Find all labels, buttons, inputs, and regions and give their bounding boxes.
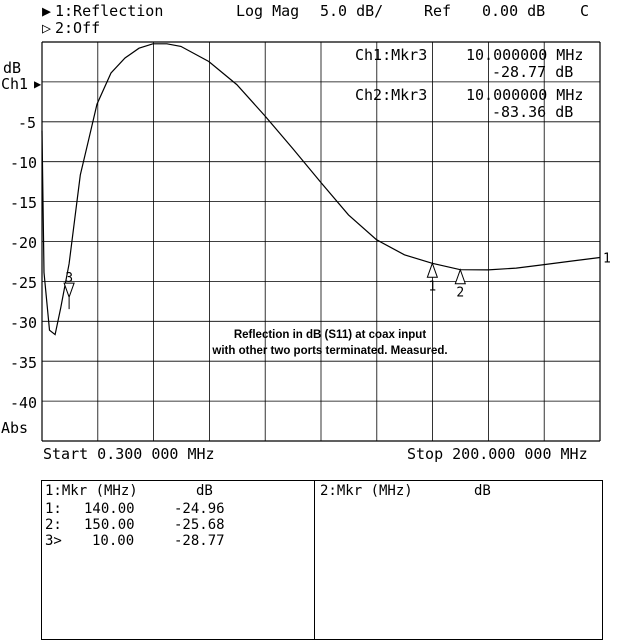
- table-row-db: -25.68: [174, 517, 225, 533]
- marker-1: 1: [426, 261, 439, 294]
- start-frequency: Start 0.300 000 MHz: [43, 445, 215, 463]
- ref-label: Ref: [424, 2, 452, 20]
- format-label: Log Mag: [236, 2, 300, 20]
- ch1-marker-value: -28.77 dB: [492, 63, 574, 81]
- ch2-marker-freq: 10.000000 MHz: [466, 86, 584, 104]
- ch2-marker-value: -83.36 dB: [492, 103, 574, 121]
- annotation-line-2: with other two ports terminated. Measure…: [212, 345, 448, 357]
- table-row-marker-id: 2:: [45, 517, 62, 533]
- table-row-marker-id: 3>: [45, 533, 62, 549]
- channel2-title: 2:Off: [55, 19, 101, 37]
- y-tick-label: -20: [10, 234, 38, 252]
- ref-position-label: Ch1: [1, 75, 29, 93]
- marker-label: 1: [428, 279, 436, 294]
- y-unit-label: dB: [3, 59, 22, 77]
- table-row-db: -24.96: [174, 501, 225, 517]
- y-tick-label: -35: [10, 354, 38, 372]
- marker-2: 2: [454, 268, 466, 301]
- ch1-indicator-icon: ▶: [42, 2, 52, 20]
- y-tick-label: -30: [10, 314, 38, 332]
- table-row-freq: 140.00: [84, 501, 135, 517]
- marker-label: 3: [65, 271, 73, 286]
- table-row-freq: 150.00: [84, 517, 135, 533]
- table-row-marker-id: 1:: [45, 501, 62, 517]
- ch2-marker-label: Ch2:Mkr3: [355, 86, 428, 104]
- ch1-marker-label: Ch1:Mkr3: [355, 46, 428, 64]
- marker-triangle: [426, 261, 439, 278]
- y-tick-label: -10: [10, 154, 38, 172]
- annotation-line-1: Reflection in dB (S11) at coax input: [233, 329, 427, 341]
- ch2-indicator-icon: ▷: [42, 19, 52, 37]
- stop-frequency: Stop 200.000 000 MHz: [407, 445, 588, 463]
- scale-label: 5.0 dB/: [320, 2, 384, 20]
- ref-arrow-icon: ▶: [34, 77, 42, 91]
- table-row-db: -28.77: [174, 533, 225, 549]
- marker-label: 2: [456, 286, 464, 301]
- marker-3: 3: [63, 271, 75, 310]
- grid: [41, 41, 601, 442]
- ref-value: 0.00 dB: [482, 2, 546, 20]
- right-table-header-db: dB: [474, 483, 491, 499]
- left-table-header-mkr: 1:Mkr (MHz): [45, 483, 138, 499]
- channel1-title: 1:Reflection: [55, 2, 164, 20]
- correction-flag: C: [580, 2, 590, 20]
- y-tick-label: -25: [10, 274, 38, 292]
- y-tick-label: -15: [10, 194, 38, 212]
- marker-triangle: [454, 268, 466, 285]
- markers: 1 1 2 3: [63, 251, 611, 310]
- abs-label: Abs: [1, 419, 29, 437]
- table-divider: [314, 481, 315, 639]
- trace-label: 1: [603, 251, 611, 266]
- left-table-header-db: dB: [196, 483, 213, 499]
- right-table-header-mkr: 2:Mkr (MHz): [320, 483, 413, 499]
- marker-triangle: [63, 282, 75, 310]
- y-tick-label: -5: [18, 114, 37, 132]
- y-tick-label: -40: [10, 394, 38, 412]
- ch1-marker-freq: 10.000000 MHz: [466, 46, 584, 64]
- table-row-freq: 10.00: [92, 533, 135, 549]
